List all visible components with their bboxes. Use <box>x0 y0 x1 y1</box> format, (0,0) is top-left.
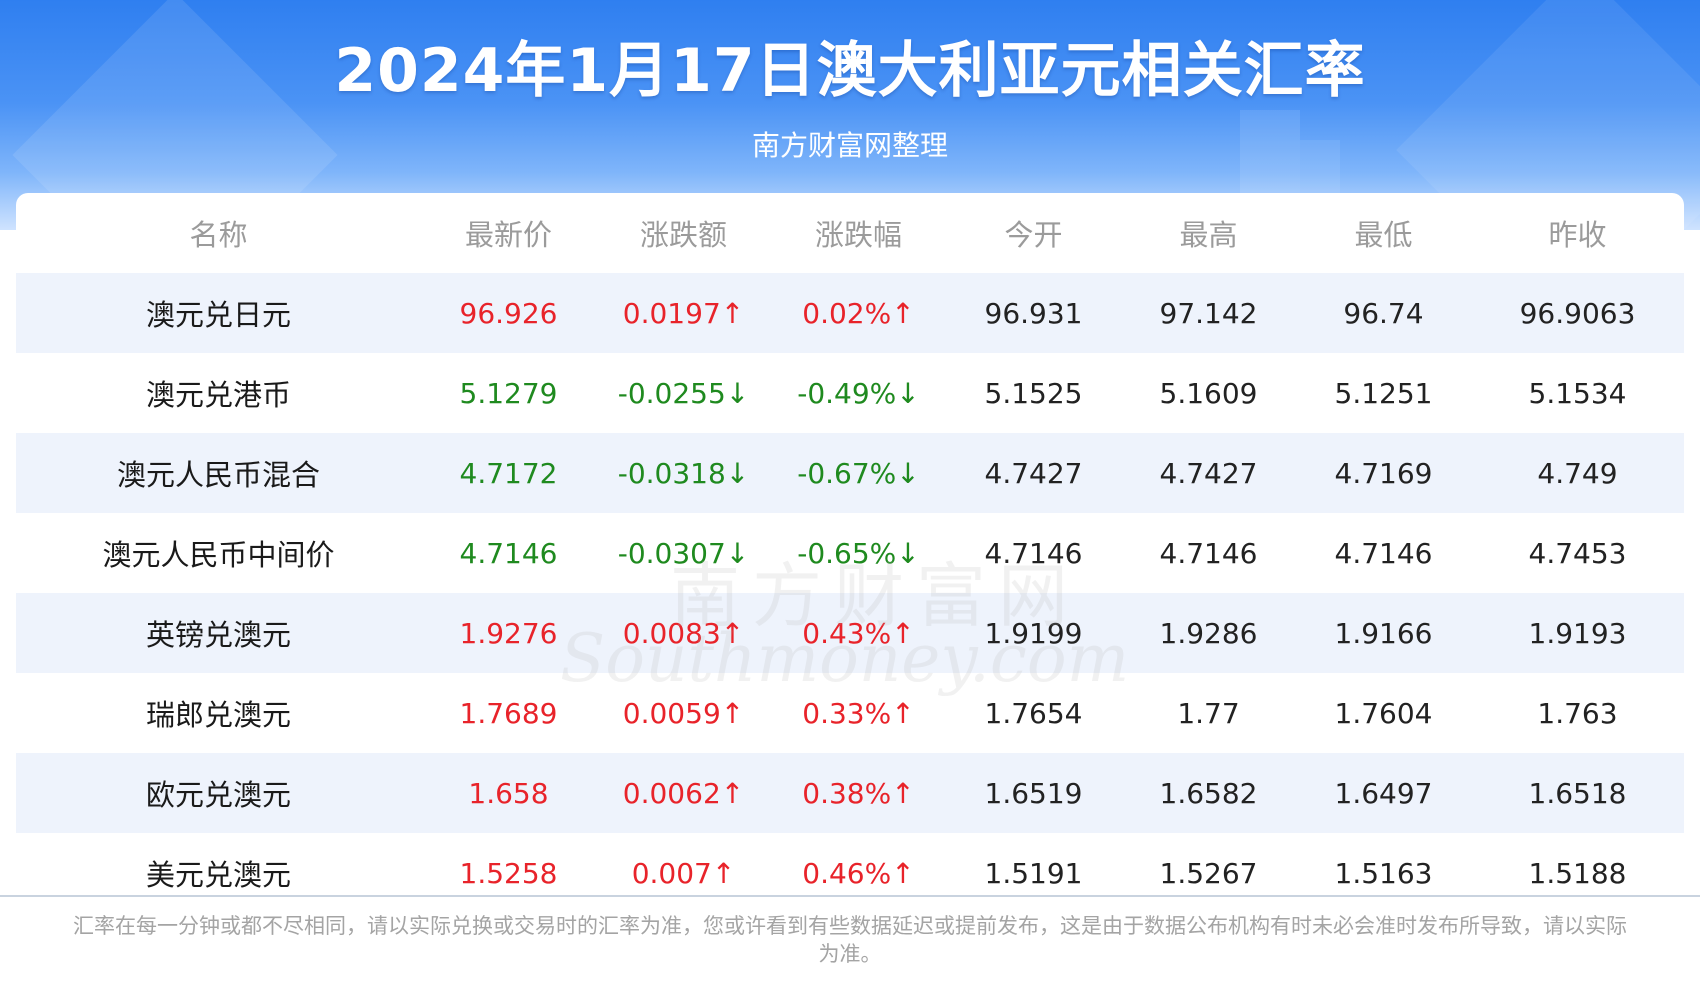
cell-high: 4.7146 <box>1159 536 1258 570</box>
cell-name: 澳元兑港币 <box>145 378 291 412</box>
cell-change: -0.0307↓ <box>617 536 750 570</box>
cell-pct: 0.43%↑ <box>771 593 946 673</box>
table-row: 英镑兑澳元 1.9276 0.0083↑ 0.43%↑ 1.9199 1.928… <box>16 593 1684 673</box>
table-row: 澳元人民币中间价 4.7146 -0.0307↓ -0.65%↓ 4.7146 … <box>16 513 1684 593</box>
table-row: 瑞郎兑澳元 1.7689 0.0059↑ 0.33%↑ 1.7654 1.77 … <box>16 673 1684 753</box>
cell-open: 5.1525 <box>984 376 1083 410</box>
cell-pct: 0.02%↑ <box>771 273 946 353</box>
column-header-latest: 最新价 <box>464 218 552 252</box>
cell-open: 1.7654 <box>984 696 1083 730</box>
cell-pct: -0.65%↓ <box>797 536 920 570</box>
cell-low: 1.6497 <box>1296 753 1471 833</box>
column-header-low: 最低 <box>1354 218 1413 252</box>
cell-prev: 1.5188 <box>1528 856 1627 890</box>
cell-latest: 1.7689 <box>459 696 558 730</box>
cell-low: 1.9166 <box>1296 593 1471 673</box>
column-header-open: 今开 <box>1004 218 1063 252</box>
cell-latest: 1.658 <box>421 753 596 833</box>
cell-high: 4.7427 <box>1121 433 1296 513</box>
cell-change: 0.007↑ <box>631 856 736 890</box>
cell-pct: 0.46%↑ <box>802 856 915 890</box>
page-title: 2024年1月17日澳大利亚元相关汇率 <box>334 36 1366 106</box>
table-row: 欧元兑澳元 1.658 0.0062↑ 0.38%↑ 1.6519 1.6582… <box>16 753 1684 833</box>
cell-low: 5.1251 <box>1334 376 1433 410</box>
cell-prev: 1.763 <box>1537 696 1618 730</box>
cell-name: 美元兑澳元 <box>145 858 291 892</box>
cell-open: 1.9199 <box>946 593 1121 673</box>
cell-high: 1.9286 <box>1121 593 1296 673</box>
cell-prev: 4.7453 <box>1528 536 1627 570</box>
cell-name: 英镑兑澳元 <box>16 593 421 673</box>
cell-high: 5.1609 <box>1159 376 1258 410</box>
cell-latest: 5.1279 <box>459 376 558 410</box>
rates-table-card: 名称 最新价 涨跌额 涨跌幅 今开 最高 最低 昨收 澳元兑日元 96.926 … <box>16 193 1684 895</box>
cell-high: 1.6582 <box>1121 753 1296 833</box>
cell-open: 4.7427 <box>946 433 1121 513</box>
cell-prev: 96.9063 <box>1471 273 1684 353</box>
column-header-high: 最高 <box>1179 218 1238 252</box>
column-header-prev: 昨收 <box>1548 218 1607 252</box>
table-row: 澳元人民币混合 4.7172 -0.0318↓ -0.67%↓ 4.7427 4… <box>16 433 1684 513</box>
cell-name: 澳元人民币混合 <box>16 433 421 513</box>
cell-latest: 4.7146 <box>459 536 558 570</box>
cell-prev: 1.6518 <box>1471 753 1684 833</box>
column-header-name: 名称 <box>189 218 248 252</box>
cell-latest: 96.926 <box>421 273 596 353</box>
cell-low: 1.5163 <box>1334 856 1433 890</box>
cell-pct: 0.33%↑ <box>802 696 915 730</box>
cell-name: 欧元兑澳元 <box>16 753 421 833</box>
cell-pct: -0.49%↓ <box>797 376 920 410</box>
divider <box>0 895 1700 897</box>
cell-pct: 0.38%↑ <box>771 753 946 833</box>
table-header-row: 名称 最新价 涨跌额 涨跌幅 今开 最高 最低 昨收 <box>16 193 1684 273</box>
cell-change: 0.0197↑ <box>596 273 771 353</box>
cell-low: 1.7604 <box>1334 696 1433 730</box>
table-row: 澳元兑日元 96.926 0.0197↑ 0.02%↑ 96.931 97.14… <box>16 273 1684 353</box>
cell-name: 澳元兑日元 <box>16 273 421 353</box>
cell-latest: 1.5258 <box>459 856 558 890</box>
cell-change: 0.0059↑ <box>622 696 745 730</box>
cell-low: 4.7146 <box>1334 536 1433 570</box>
cell-prev: 4.749 <box>1471 433 1684 513</box>
disclaimer-text: 汇率在每一分钟或都不尽相同，请以实际兑换或交易时的汇率为准，您或许看到有些数据延… <box>73 914 1627 966</box>
cell-open: 96.931 <box>946 273 1121 353</box>
cell-low: 96.74 <box>1296 273 1471 353</box>
cell-open: 1.5191 <box>984 856 1083 890</box>
cell-change: -0.0318↓ <box>596 433 771 513</box>
column-header-change: 涨跌额 <box>639 218 727 252</box>
cell-name: 澳元人民币中间价 <box>102 538 335 572</box>
cell-prev: 5.1534 <box>1528 376 1627 410</box>
cell-open: 1.6519 <box>946 753 1121 833</box>
cell-high: 1.77 <box>1177 696 1240 730</box>
cell-low: 4.7169 <box>1296 433 1471 513</box>
cell-high: 97.142 <box>1121 273 1296 353</box>
page-subtitle: 南方财富网整理 <box>751 129 948 162</box>
cell-pct: -0.67%↓ <box>771 433 946 513</box>
cell-latest: 4.7172 <box>421 433 596 513</box>
rates-table: 名称 最新价 涨跌额 涨跌幅 今开 最高 最低 昨收 澳元兑日元 96.926 … <box>16 193 1684 913</box>
header-banner: 2024年1月17日澳大利亚元相关汇率 南方财富网整理 <box>0 0 1700 230</box>
cell-name: 瑞郎兑澳元 <box>145 698 291 732</box>
table-body: 澳元兑日元 96.926 0.0197↑ 0.02%↑ 96.931 97.14… <box>16 273 1684 913</box>
cell-prev: 1.9193 <box>1471 593 1684 673</box>
table-row: 澳元兑港币 5.1279 -0.0255↓ -0.49%↓ 5.1525 5.1… <box>16 353 1684 433</box>
cell-change: 0.0083↑ <box>596 593 771 673</box>
table-row: 美元兑澳元 1.5258 0.007↑ 0.46%↑ 1.5191 1.5267… <box>16 833 1684 913</box>
cell-high: 1.5267 <box>1159 856 1258 890</box>
cell-change: 0.0062↑ <box>596 753 771 833</box>
column-header-pct: 涨跌幅 <box>814 218 902 252</box>
cell-latest: 1.9276 <box>421 593 596 673</box>
cell-change: -0.0255↓ <box>617 376 750 410</box>
cell-open: 4.7146 <box>984 536 1083 570</box>
